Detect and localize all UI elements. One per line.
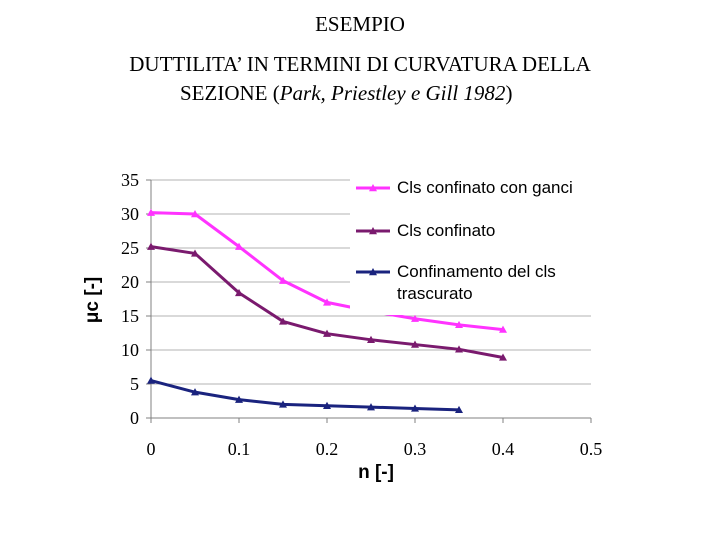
data-point: [367, 335, 375, 343]
data-point: [323, 298, 331, 306]
data-point: [323, 401, 331, 409]
x-tick-labels: 0 0.1 0.2 0.3 0.4 0.5: [147, 439, 603, 459]
series-line: [150, 379, 460, 412]
data-point: [411, 340, 419, 348]
series-1: [147, 208, 507, 333]
legend-label: Confinamento del cls: [397, 262, 556, 281]
axes: [146, 179, 592, 423]
data-point: [279, 400, 287, 408]
data-point: [367, 403, 375, 411]
series-3: [147, 376, 463, 414]
legend-marker: [369, 184, 377, 192]
legend-marker: [369, 268, 377, 276]
series-group: [147, 208, 507, 414]
slide-title-line3: SEZIONE (Park, Priestley e Gill 1982): [180, 80, 512, 106]
y-tick-label: 10: [121, 340, 139, 360]
data-point: [411, 314, 419, 322]
data-point: [455, 405, 463, 414]
data-point: [323, 329, 331, 337]
y-tick-label: 20: [121, 272, 139, 292]
x-tick-label: 0.3: [404, 439, 427, 459]
x-tick-label: 0.1: [228, 439, 251, 459]
data-point: [191, 388, 199, 396]
data-point: [191, 249, 199, 257]
data-point: [499, 353, 507, 361]
legend-background: [350, 175, 610, 315]
x-tick-label: 0.5: [580, 439, 603, 459]
x-axis-label: n [-]: [358, 462, 394, 483]
legend: Cls confinato con ganci Cls confinato Conf…: [350, 175, 610, 315]
data-point: [147, 376, 155, 384]
legend-label: Cls confinato con ganci: [397, 178, 573, 197]
legend-marker: [369, 227, 377, 235]
slide-title-line1: ESEMPIO: [315, 12, 405, 36]
y-tick-labels: 0 5 10 15 20 25 30 35: [121, 170, 139, 428]
y-tick-label: 0: [130, 408, 139, 428]
data-point: [235, 288, 243, 297]
data-point: [235, 242, 243, 250]
title-suffix: ): [505, 81, 513, 105]
x-tick-label: 0.2: [316, 439, 339, 459]
y-tick-label: 30: [121, 204, 139, 224]
x-tick-label: 0.4: [492, 439, 515, 459]
legend-label: Cls confinato: [397, 221, 495, 240]
data-point: [235, 395, 243, 403]
y-tick-label: 15: [121, 306, 139, 326]
data-point: [411, 404, 419, 412]
title-citation: Park, Priestley e Gill 1982: [279, 81, 506, 105]
data-point: [279, 317, 287, 325]
series-2: [147, 242, 507, 361]
y-tick-label: 5: [130, 374, 139, 394]
data-point: [455, 320, 463, 329]
y-axis-label: μc [-]: [82, 277, 103, 323]
title-prefix: SEZIONE (: [180, 81, 280, 105]
slide-title-line2: DUTTILITA’ IN TERMINI DI CURVATURA DELLA: [129, 52, 591, 76]
y-tick-label: 25: [121, 238, 139, 258]
y-tick-label: 35: [121, 170, 139, 190]
legend-label: trascurato: [397, 284, 473, 303]
x-tick-label: 0: [147, 439, 156, 459]
data-point: [147, 208, 155, 216]
data-point: [455, 345, 463, 353]
data-point: [279, 276, 287, 284]
data-point: [191, 210, 199, 218]
data-point: [147, 242, 155, 250]
data-point: [499, 325, 507, 333]
